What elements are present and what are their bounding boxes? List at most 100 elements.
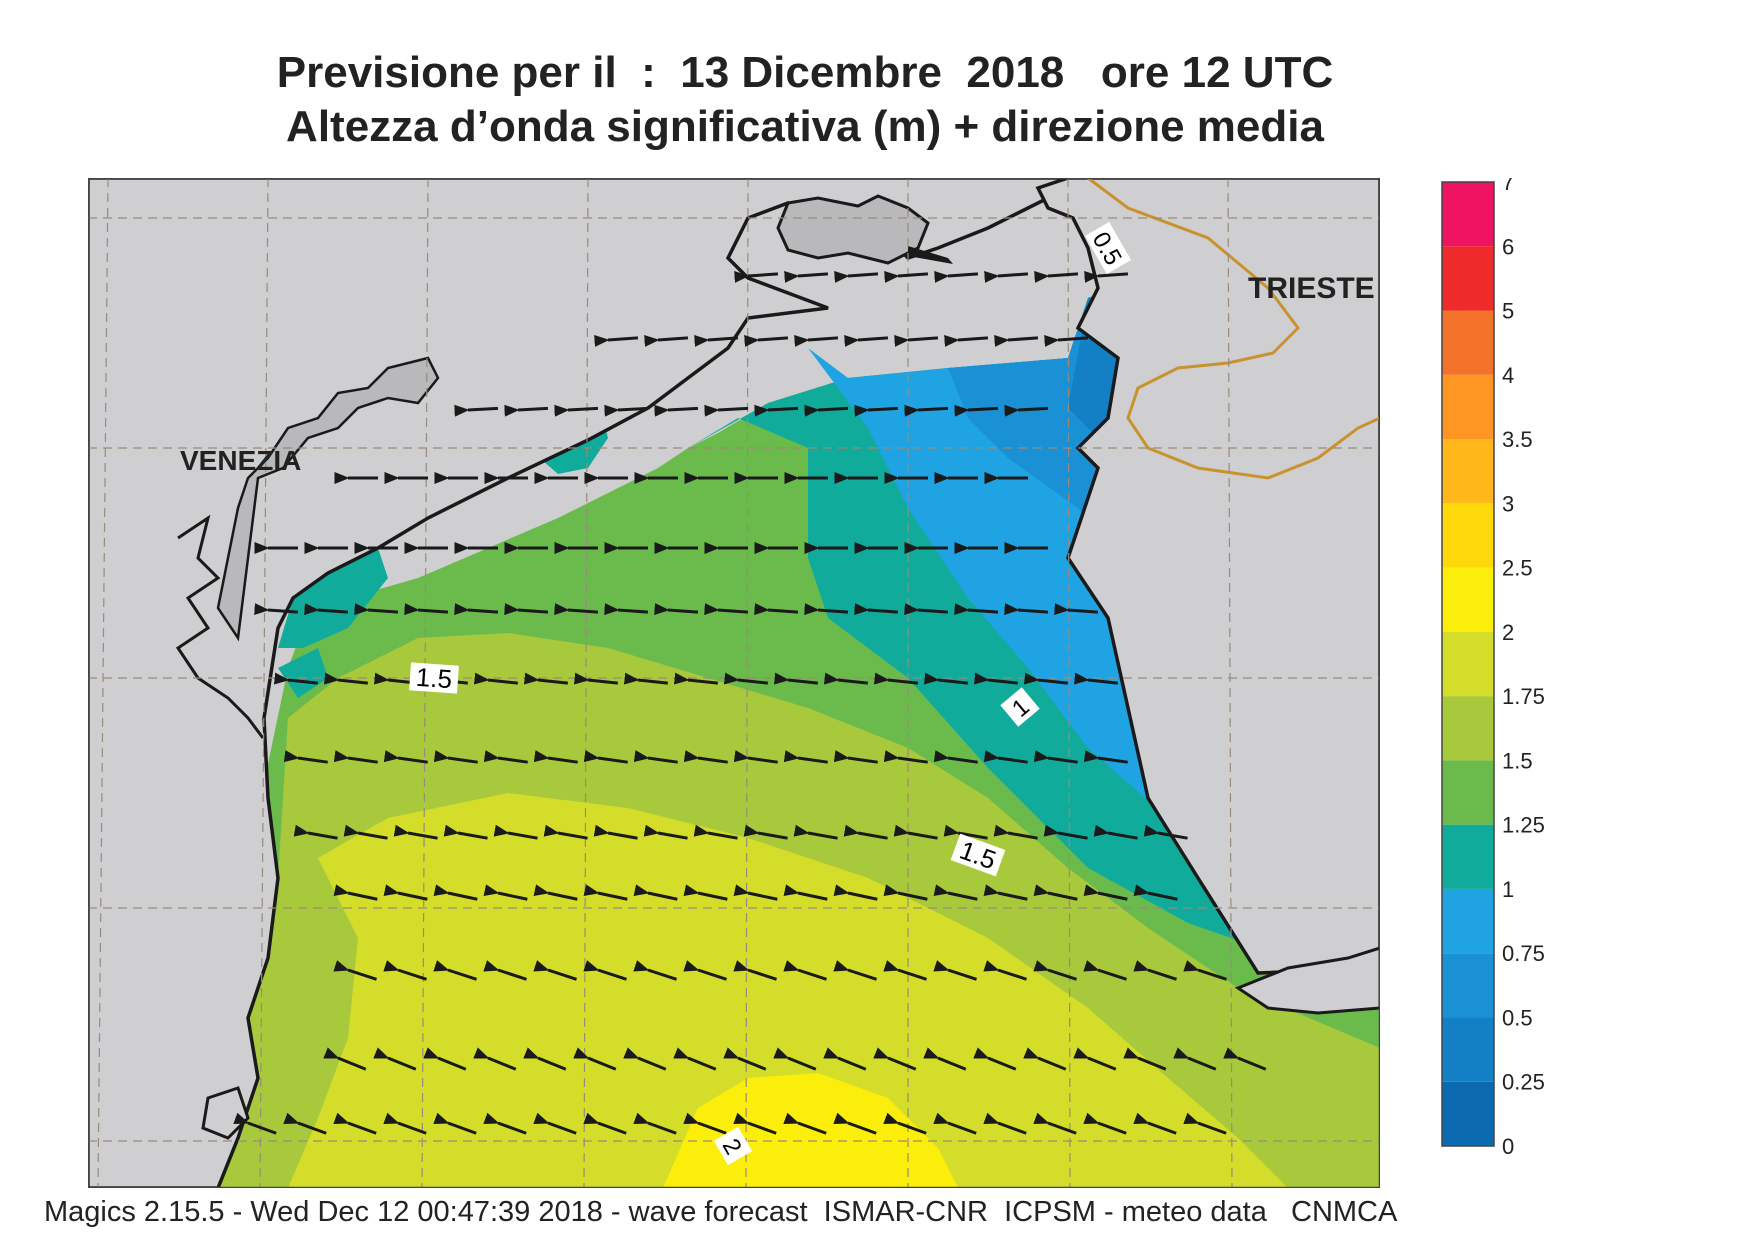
wave-arrow [793,824,838,840]
wave-arrow [1133,960,1177,981]
wave-arrow [573,672,618,685]
legend-swatch [1442,567,1494,632]
legend-swatch [1442,182,1494,247]
legend-swatch [1442,310,1494,375]
wave-arrow [954,603,999,616]
legend-tick-label: 3 [1502,491,1514,516]
legend-tick-label: 7 [1502,178,1514,195]
legend-swatch [1442,374,1494,440]
wave-arrow [323,672,368,685]
legend-swatch [1442,824,1494,889]
wave-arrow [1223,1047,1267,1071]
wave-arrow [343,824,388,840]
wave-arrow [683,1112,727,1135]
wave-arrow [623,672,668,685]
wave-arrow [633,1112,677,1135]
wave-arrow [1123,1047,1167,1071]
wave-arrow [373,1047,417,1071]
wave-arrow [784,270,829,283]
legend-tick-label: 0 [1502,1134,1514,1158]
wave-arrow [633,884,678,901]
wave-arrow [704,603,749,616]
wave-arrow [354,603,399,616]
wave-arrow [993,824,1038,840]
legend-swatch [1442,1017,1494,1082]
wave-arrow [1043,824,1088,840]
wave-arrow [683,960,727,981]
wave-arrow [1143,824,1188,840]
wave-arrow [594,334,639,347]
wave-arrow [1023,672,1068,685]
wave-arrow [533,960,577,981]
wave-arrow [393,824,438,840]
wave-arrow [454,404,499,417]
wave-arrow [623,1047,667,1071]
wave-arrow [973,1047,1017,1071]
wave-arrow [973,672,1018,685]
wave-arrow [293,824,338,840]
sea-patch-teal-3 [278,648,328,698]
wave-arrow [904,603,949,616]
wave-arrow [833,750,878,764]
wave-arrow [504,603,549,616]
legend-tick-label: 0.75 [1502,941,1545,966]
wave-arrow [733,960,777,981]
wave-arrow [583,960,627,981]
wave-arrow [583,750,628,764]
wave-arrow [733,884,778,901]
wave-arrow [1083,960,1127,981]
wave-arrow [704,404,749,417]
legend-swatch [1442,760,1494,825]
wave-arrow [983,960,1027,981]
contour-label-1: 1 [1000,687,1040,727]
wave-arrow [783,884,828,901]
wave-arrow [1034,270,1079,283]
wave-arrow [743,824,788,840]
legend-tick-label: 2.5 [1502,556,1533,581]
wave-arrow [654,404,699,417]
wave-arrow [283,750,328,764]
wave-arrow [433,750,478,764]
land-gulf-north [776,194,930,265]
wave-arrow [1033,884,1078,901]
wave-arrow [783,1112,827,1135]
city-trieste: TRIESTE [1248,272,1375,305]
contour-label-1.5-west-text: 1.5 [415,662,453,694]
wave-arrow [773,1047,817,1071]
land-islands-west [175,514,265,739]
legend-swatch [1442,631,1494,697]
wave-arrow [533,1112,577,1135]
wave-arrow [1183,1112,1227,1135]
wave-arrow [843,824,888,840]
wave-arrow [923,672,968,685]
wave-arrow [933,1112,977,1135]
lagoon-islands [216,356,440,642]
wave-arrow [433,1112,477,1135]
map-subtitle: Altezza d’onda significativa (m) + direz… [286,102,1324,151]
wave-arrow [554,404,599,417]
wave-arrow [454,603,499,616]
wave-arrow [383,1112,427,1135]
wave-arrow [883,884,928,901]
wave-arrow [794,334,839,347]
wave-arrow [834,270,879,283]
wave-arrow [433,884,478,901]
wave-arrow [783,960,827,981]
land-south-west [201,1086,250,1140]
wave-arrow [333,884,378,901]
wave-arrow [1004,603,1049,616]
wave-arrow [383,884,428,901]
wave-arrow [504,404,549,417]
wave-arrow [543,824,588,840]
contour-label-2: 2 [713,1126,753,1166]
wave-arrow [1033,960,1077,981]
city-venezia: VENEZIA [180,445,301,476]
wave-arrow [733,750,778,764]
wave-arrow [443,824,488,840]
legend-swatch [1442,953,1494,1018]
wave-arrow [944,334,989,347]
legend-tick-label: 1.25 [1502,813,1545,838]
wave-arrow [333,1112,377,1135]
wave-height-map: 0.5 1 1.5 1.5 2 VENEZIA TRIESTE [88,178,1380,1188]
wave-arrow [483,750,528,764]
